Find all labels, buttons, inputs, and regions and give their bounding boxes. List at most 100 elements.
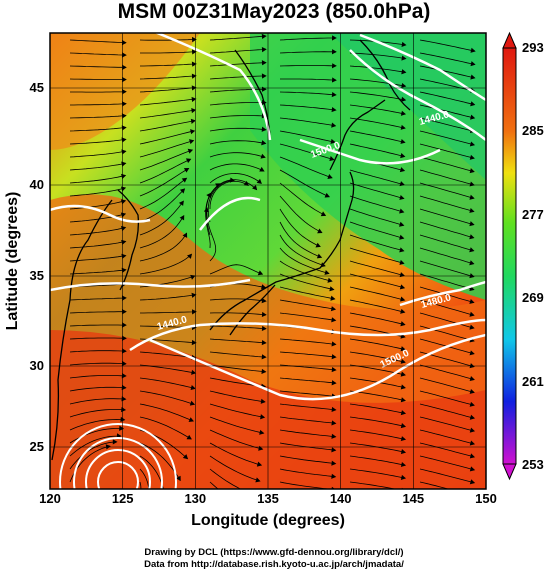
streamline: [490, 339, 545, 350]
streamline-arrow: [541, 426, 545, 430]
streamline: [349, 468, 406, 479]
streamline: [490, 157, 545, 168]
streamline: [419, 390, 475, 406]
streamline-arrow: [261, 46, 267, 53]
streamline: [139, 403, 194, 422]
streamline: [279, 468, 336, 478]
streamline-arrow: [541, 166, 545, 170]
streamline-arrow: [191, 339, 197, 346]
streamline-arrow: [470, 47, 476, 53]
streamline: [419, 156, 475, 173]
streamline: [140, 51, 197, 54]
streamline-arrow: [260, 398, 266, 404]
streamline-arrow: [190, 129, 196, 135]
streamline-arrow: [120, 212, 127, 218]
streamline: [419, 416, 475, 432]
x-tick: 145: [402, 491, 425, 506]
streamline-arrow: [542, 60, 546, 64]
streamline-arrow: [541, 192, 545, 196]
streamline: [139, 294, 196, 301]
streamline-arrow: [401, 82, 407, 88]
streamline-arrow: [119, 425, 125, 431]
streamline-arrow: [469, 414, 476, 420]
streamline: [139, 149, 193, 171]
streamline-arrow: [327, 277, 333, 283]
streamline: [349, 117, 406, 129]
streamline: [349, 130, 405, 143]
streamline-arrow: [400, 397, 406, 403]
colorbar-tick: 293: [522, 40, 544, 55]
streamline: [349, 247, 404, 264]
streamline: [139, 377, 196, 389]
streamline: [209, 390, 265, 403]
streamline: [490, 170, 545, 181]
streamline: [279, 221, 322, 258]
streamline: [419, 208, 474, 226]
streamline: [349, 403, 406, 414]
streamline: [139, 98, 196, 106]
streamline: [279, 51, 336, 54]
streamline-arrow: [399, 194, 405, 200]
streamline-arrow: [541, 179, 545, 183]
x-tick: 130: [184, 491, 207, 506]
streamline-arrow: [469, 194, 475, 200]
streamline-arrow: [541, 477, 545, 481]
streamline: [490, 313, 545, 325]
streamline-arrow: [183, 167, 190, 173]
streamline-arrow: [469, 350, 475, 356]
streamline: [279, 429, 336, 438]
streamline: [279, 247, 330, 274]
y-tick: 30: [29, 358, 44, 373]
streamline: [207, 179, 235, 223]
streamline-arrow: [400, 384, 406, 390]
streamline: [349, 390, 406, 401]
streamline-arrow: [187, 253, 193, 259]
streamline-arrow: [401, 41, 407, 48]
streamline: [490, 222, 545, 234]
streamline-arrow: [541, 231, 545, 235]
streamline: [349, 299, 405, 313]
streamline: [279, 377, 336, 384]
streamline-arrow: [541, 309, 545, 313]
streamline-arrow: [331, 473, 337, 479]
streamline: [490, 79, 545, 89]
streamline-arrow: [324, 192, 330, 198]
streamline: [69, 269, 126, 275]
streamline-arrow: [400, 436, 407, 442]
streamline-arrow: [541, 270, 545, 274]
streamline: [490, 274, 545, 286]
streamline-arrow: [191, 292, 197, 298]
plot-frame: [49, 32, 487, 490]
streamline: [209, 351, 266, 358]
streamline: [69, 175, 126, 184]
streamline: [139, 177, 187, 210]
streamline-arrow: [400, 308, 406, 314]
x-tick: 125: [111, 491, 134, 506]
streamline: [279, 37, 336, 41]
streamline-arrow: [469, 479, 476, 485]
streamline-arrow: [331, 354, 337, 360]
streamline-arrow: [190, 385, 196, 391]
streamline: [69, 386, 126, 392]
streamline: [349, 234, 404, 252]
streamline-arrow: [256, 178, 262, 184]
streamline-arrow: [400, 346, 406, 352]
streamline-arrow: [541, 348, 545, 352]
streamline-arrow: [541, 439, 545, 443]
streamline: [209, 172, 262, 184]
streamline-arrow: [469, 427, 476, 433]
streamline-arrow: [191, 96, 197, 103]
streamline: [349, 182, 404, 199]
streamline: [490, 430, 545, 441]
streamline: [209, 442, 262, 466]
streamline-arrow: [399, 167, 406, 173]
streamline-arrow: [179, 214, 185, 221]
streamline-arrow: [330, 295, 336, 301]
streamline: [419, 117, 475, 132]
streamline: [69, 362, 126, 366]
streamline-arrow: [400, 474, 407, 480]
streamline: [490, 352, 545, 363]
streamline: [69, 255, 126, 262]
streamline: [69, 115, 126, 119]
streamline-arrow: [469, 453, 476, 459]
